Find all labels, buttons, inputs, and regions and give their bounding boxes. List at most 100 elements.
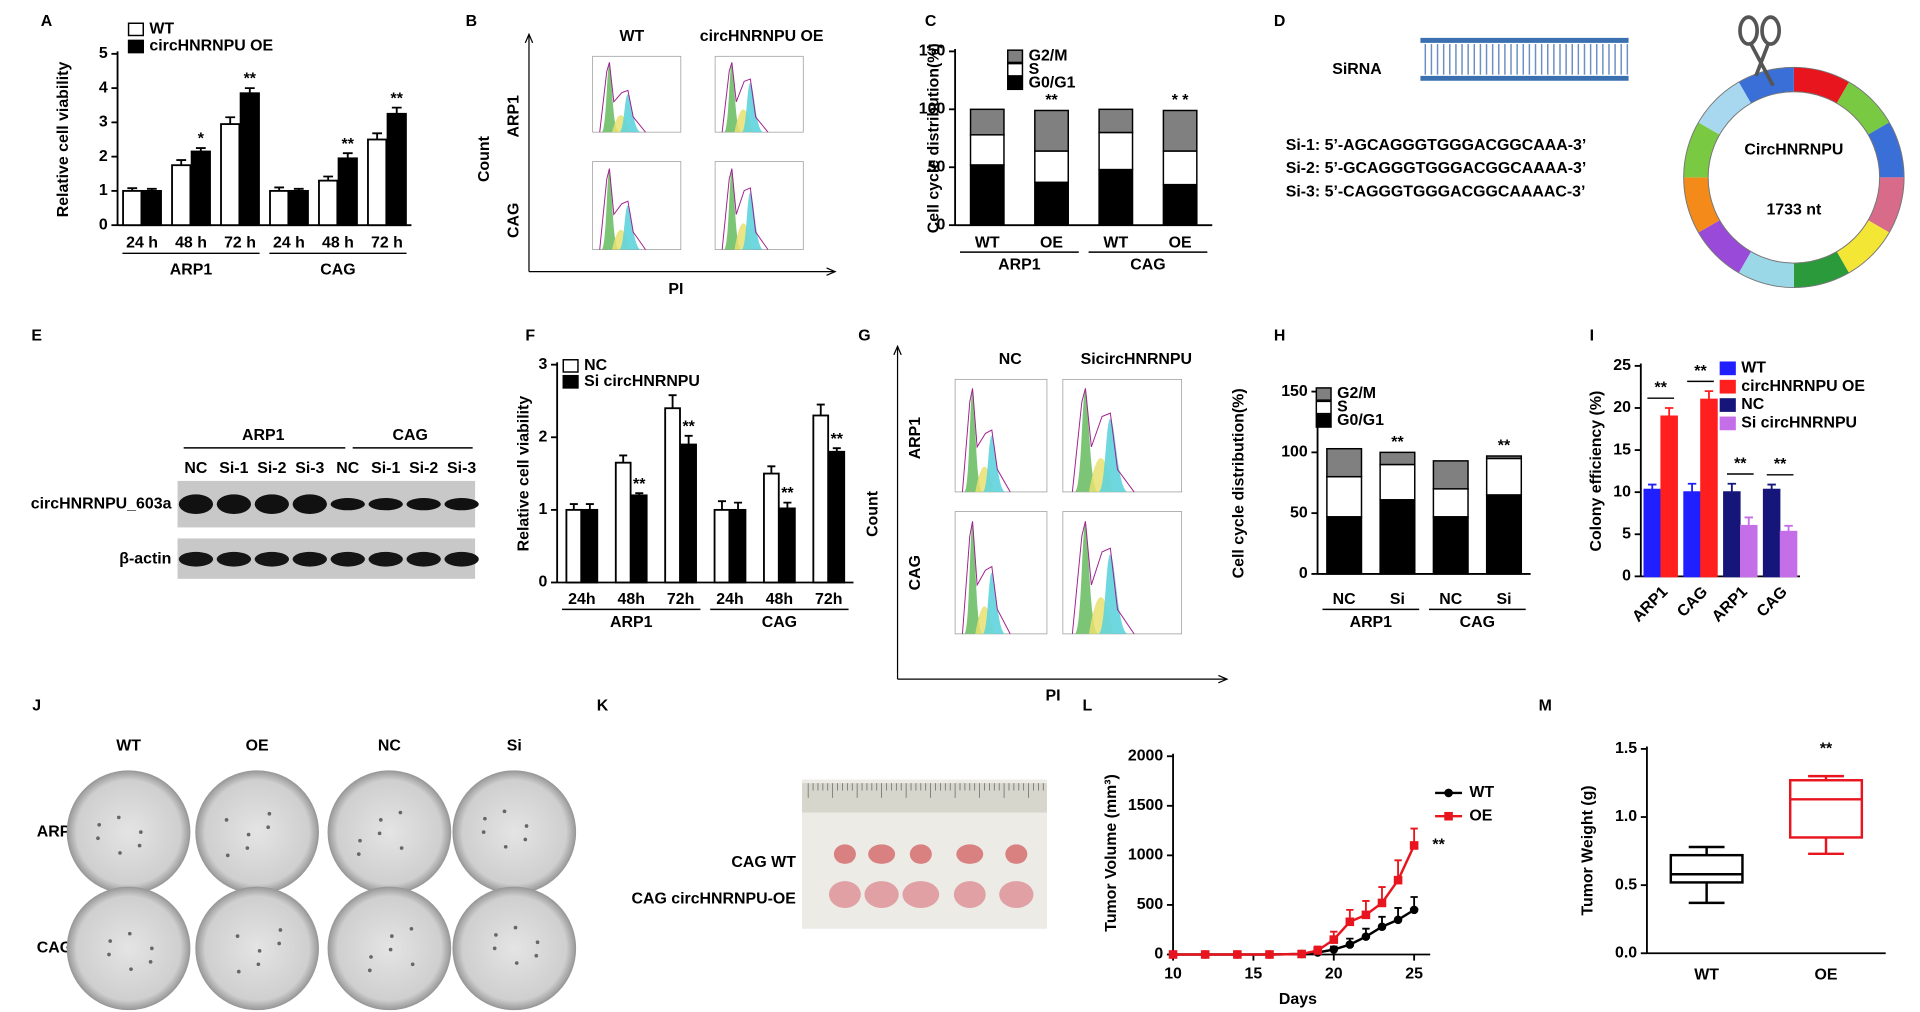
y-tick-label: 1000 — [1128, 847, 1164, 864]
colony — [398, 810, 403, 815]
culture-plate — [452, 770, 577, 894]
error-bar — [293, 187, 304, 191]
colony — [367, 968, 372, 973]
legend-swatch — [1719, 416, 1736, 431]
y-axis-label: Tumor Weight (g) — [1579, 785, 1596, 915]
bar — [171, 164, 192, 227]
blot-band — [178, 551, 214, 567]
bar-segment — [1162, 150, 1198, 186]
x-tick-label: NC — [1439, 591, 1462, 608]
blot-band — [292, 551, 327, 567]
panel-label: H — [1274, 328, 1286, 345]
bar-segment — [1379, 451, 1416, 466]
sirna-sequence: Si-1: 5’-AGCAGGGTGGGACGGCAAA-3’ — [1286, 137, 1587, 154]
bar — [122, 189, 143, 227]
legend-marker — [1444, 811, 1453, 821]
significance: ** — [831, 431, 844, 448]
colony — [246, 832, 251, 837]
blot-band — [178, 494, 214, 514]
y-tick-label: 0 — [1622, 568, 1631, 585]
blot-band — [292, 494, 327, 514]
whisker-high — [1688, 845, 1725, 856]
blot-band — [406, 551, 441, 567]
tumor — [902, 881, 940, 908]
colony — [148, 959, 153, 964]
legend-swatch — [1315, 400, 1332, 415]
error-bar — [1784, 524, 1793, 532]
marker — [1265, 950, 1274, 959]
bar — [614, 461, 632, 584]
bar-segment — [1098, 131, 1134, 171]
fit-curve — [961, 388, 1011, 493]
g1-peak — [964, 523, 983, 634]
marker — [1200, 950, 1210, 959]
column-label: WT — [619, 28, 644, 45]
legend-swatch — [1315, 387, 1332, 401]
lane-label: Si-2 — [409, 460, 438, 477]
marker — [1329, 945, 1339, 954]
error-bar — [225, 116, 236, 125]
error-bar — [832, 447, 841, 452]
significance: ** — [1734, 455, 1747, 472]
x-tick-label: 72h — [667, 591, 694, 608]
marker — [1409, 905, 1419, 915]
error-bar — [1664, 407, 1674, 417]
colony — [492, 946, 497, 951]
bar — [239, 92, 260, 227]
g2-peak — [619, 205, 642, 250]
bar-segment — [1162, 109, 1198, 152]
y-axis-label: Cell cycle distribution(%) — [1230, 388, 1247, 578]
row-label: β-actin — [119, 550, 171, 567]
marker — [1361, 910, 1371, 920]
y-tick-label: 1 — [538, 501, 547, 518]
error-bar — [323, 175, 334, 181]
fit-curve — [961, 521, 1011, 635]
group-label: ARP1 — [1350, 614, 1393, 631]
bar-segment — [969, 108, 1005, 136]
bar-segment — [969, 134, 1005, 166]
colony — [225, 853, 230, 858]
y-axis-label: Colony efficiency (%) — [1588, 391, 1605, 552]
g2-peak — [741, 192, 764, 250]
column-label: Si — [507, 738, 522, 755]
blot-band — [254, 551, 289, 567]
g1-peak — [601, 170, 620, 250]
bar-segment — [1432, 516, 1469, 575]
significance: ** — [244, 71, 257, 88]
x-tick-label: WT — [1694, 966, 1719, 983]
blot-band — [444, 498, 479, 511]
legend-label: WT — [1469, 784, 1494, 801]
y-tick-label: 2000 — [1128, 747, 1164, 764]
bar — [1723, 491, 1741, 578]
colony — [96, 836, 100, 841]
significance: ** — [781, 485, 794, 502]
y-tick-label: 1.0 — [1615, 808, 1637, 825]
bar-segment — [1485, 455, 1523, 460]
error-bar — [635, 492, 644, 496]
bar — [1660, 415, 1678, 578]
legend-label: Si circHNRNPU — [1741, 415, 1857, 432]
ring-segment — [1793, 251, 1849, 288]
legend-label: G2/M — [1029, 47, 1068, 64]
error-bar — [1687, 482, 1697, 493]
y-tick-label: 15 — [1613, 441, 1631, 458]
colony — [138, 830, 143, 834]
error-bar — [372, 132, 383, 140]
colony — [236, 969, 241, 974]
colony — [481, 830, 486, 834]
y-tick-label: 5 — [99, 45, 108, 62]
tumor — [833, 844, 856, 864]
colony — [235, 934, 240, 938]
bar-segment — [1379, 463, 1416, 501]
colony — [116, 815, 121, 820]
x-axis-label: PI — [1046, 687, 1061, 704]
lane-label: Si-1 — [371, 460, 400, 477]
panel-label: F — [525, 328, 535, 345]
bar-segment — [1379, 499, 1416, 575]
colony — [534, 953, 539, 958]
colony — [108, 939, 113, 943]
group-label: CAG — [1130, 257, 1165, 274]
x-tick-label: WT — [1103, 235, 1128, 252]
error-bar — [127, 187, 138, 191]
bar — [288, 189, 309, 227]
